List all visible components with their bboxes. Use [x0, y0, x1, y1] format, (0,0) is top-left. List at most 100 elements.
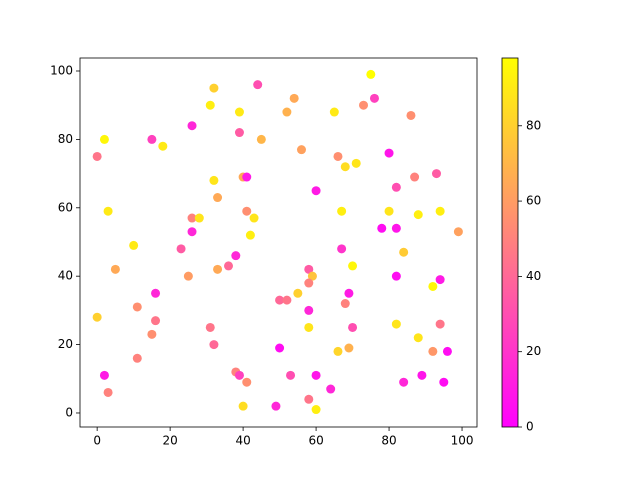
point [282, 107, 292, 117]
point [391, 182, 401, 192]
colorbar-tick-label: 60 [526, 194, 541, 208]
point [453, 227, 463, 237]
axes-frame [79, 57, 478, 428]
point [435, 275, 445, 285]
point [132, 302, 142, 312]
point [304, 264, 314, 274]
point [238, 401, 248, 411]
point [205, 322, 215, 332]
point [311, 370, 321, 380]
point [428, 346, 438, 356]
point [391, 319, 401, 329]
point [304, 305, 314, 315]
x-tick-label: 0 [93, 434, 101, 448]
point [183, 271, 193, 281]
point [103, 206, 113, 216]
point [224, 261, 234, 271]
x-tick-label: 100 [451, 434, 474, 448]
point [406, 110, 416, 120]
point [417, 370, 427, 380]
point [337, 206, 347, 216]
point [99, 370, 109, 380]
x-tick-label: 40 [235, 434, 250, 448]
point [311, 186, 321, 196]
point [399, 247, 409, 257]
x-tick-label: 80 [381, 434, 396, 448]
point [286, 370, 296, 380]
point [158, 141, 168, 151]
point [147, 134, 157, 144]
point [304, 394, 314, 404]
point [234, 370, 244, 380]
point [435, 206, 445, 216]
point [413, 210, 423, 220]
point [176, 244, 186, 254]
point [289, 93, 299, 103]
point [384, 148, 394, 158]
point [439, 377, 449, 387]
point [344, 343, 354, 353]
point [369, 93, 379, 103]
point [275, 343, 285, 353]
point [435, 319, 445, 329]
point [256, 134, 266, 144]
point [187, 227, 197, 237]
point [209, 83, 219, 93]
colorbar-frame [501, 57, 519, 428]
colorbar-tick-label: 0 [526, 420, 534, 434]
point [231, 251, 241, 261]
point [329, 107, 339, 117]
point [151, 316, 161, 326]
point [333, 151, 343, 161]
y-tick-label: 40 [58, 269, 73, 283]
point [275, 295, 285, 305]
point [391, 223, 401, 233]
point [304, 322, 314, 332]
point [92, 312, 102, 322]
point [326, 384, 336, 394]
point [213, 264, 223, 274]
point [340, 299, 350, 309]
point [209, 175, 219, 185]
point [307, 271, 317, 281]
point [399, 377, 409, 387]
point [213, 193, 223, 203]
point [147, 329, 157, 339]
y-tick-label: 20 [58, 337, 73, 351]
x-tick-label: 20 [162, 434, 177, 448]
point [282, 295, 292, 305]
point [92, 151, 102, 161]
point [377, 223, 387, 233]
point [428, 281, 438, 291]
colorbar-tick-label: 40 [526, 269, 541, 283]
point [242, 206, 252, 216]
point [337, 244, 347, 254]
point [194, 213, 204, 223]
y-tick-label: 0 [65, 405, 73, 419]
point [234, 128, 244, 138]
point [311, 405, 321, 415]
point [151, 288, 161, 298]
x-tick-label: 60 [308, 434, 323, 448]
point [410, 172, 420, 182]
point [187, 121, 197, 131]
point [431, 169, 441, 179]
point [366, 69, 376, 79]
point [249, 213, 259, 223]
y-tick-label: 80 [58, 132, 73, 146]
point [132, 353, 142, 363]
point [242, 172, 252, 182]
point [359, 100, 369, 110]
point [344, 288, 354, 298]
y-tick-label: 100 [50, 63, 73, 77]
point [340, 162, 350, 172]
point [245, 230, 255, 240]
point [293, 288, 303, 298]
point [205, 100, 215, 110]
colorbar [502, 58, 518, 427]
point [242, 377, 252, 387]
point [271, 401, 281, 411]
point [304, 278, 314, 288]
colorbar-tick-label: 80 [526, 118, 541, 132]
